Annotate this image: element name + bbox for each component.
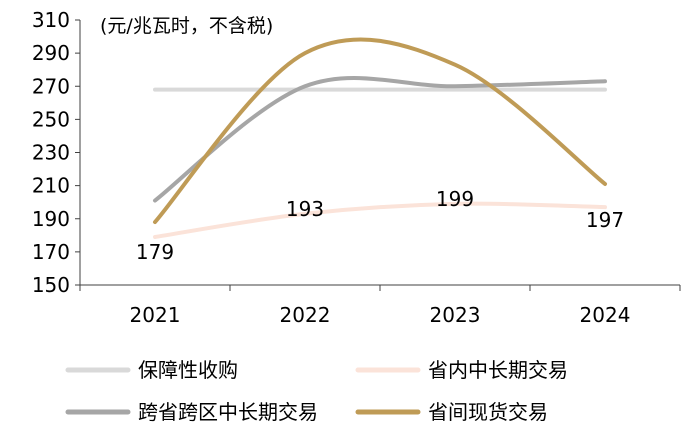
data-label: 179 [136,240,174,264]
y-tick-label: 250 [32,107,70,131]
x-tick-label: 2022 [280,303,331,327]
legend-label: 跨省跨区中长期交易 [138,400,318,424]
y-tick-label: 270 [32,74,70,98]
y-tick-label: 230 [32,141,70,165]
legend-label: 省内中长期交易 [428,358,568,382]
series-inter-province-spot-line [153,37,607,225]
y-tick-label: 150 [32,273,70,297]
data-label: 197 [586,208,624,232]
legend-label: 保障性收购 [138,358,238,382]
y-tick-label: 210 [32,174,70,198]
y-tick-label: 310 [32,8,70,32]
data-label: 193 [286,197,324,221]
x-tick-label: 2021 [130,303,181,327]
y-tick-label: 290 [32,41,70,65]
y-tick-label: 170 [32,240,70,264]
series-layer [153,37,607,239]
series-intra-province-long-term-line [153,201,607,239]
legend-label: 省间现货交易 [428,400,548,424]
data-label: 199 [436,187,474,211]
unit-label: (元/兆瓦时，不含税) [100,15,273,37]
y-tick-label: 190 [32,207,70,231]
series-cross-province-long-term-line [153,75,607,203]
x-tick-label: 2023 [430,303,481,327]
x-tick-label: 2024 [580,303,631,327]
data-labels: 179 193 199 197 [136,187,624,264]
axes: 310 290 270 250 230 210 190 170 150 2021 2022 2023 2… [32,8,681,327]
